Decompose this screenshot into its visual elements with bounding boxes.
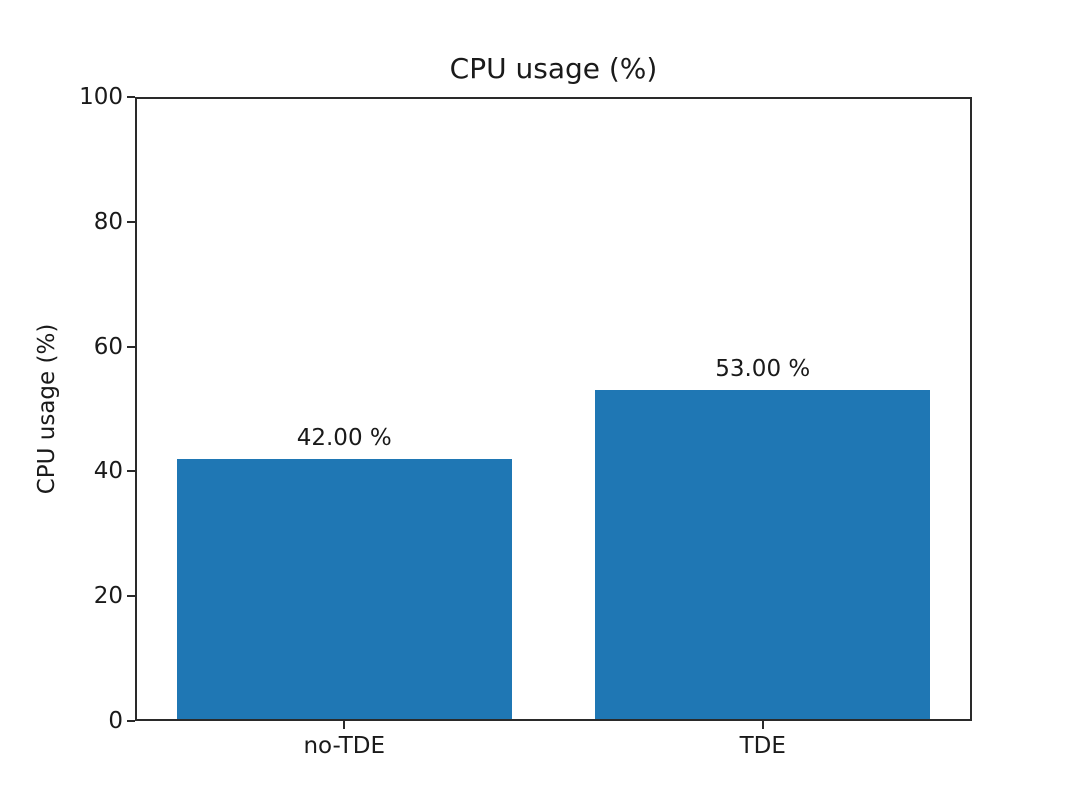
y-tick-label: 100 xyxy=(79,84,123,110)
x-tick-label: TDE xyxy=(739,733,786,759)
y-tick-mark xyxy=(127,345,135,348)
x-tick-mark xyxy=(343,721,346,729)
y-tick-mark xyxy=(127,470,135,473)
x-tick-label: no-TDE xyxy=(303,733,386,759)
y-tick-mark xyxy=(127,595,135,598)
bar-value-label: 42.00 % xyxy=(296,424,392,451)
y-tick-mark xyxy=(127,96,135,98)
y-tick-label: 80 xyxy=(93,208,123,235)
bar-value-label: 53.00 % xyxy=(715,356,811,383)
y-tick-mark xyxy=(127,720,135,722)
y-tick-mark xyxy=(127,220,135,223)
y-tick-label: 40 xyxy=(93,458,123,485)
x-tick-mark xyxy=(761,721,764,729)
y-tick-label: 0 xyxy=(108,708,123,734)
chart-title: CPU usage (%) xyxy=(449,52,658,85)
y-tick-label: 60 xyxy=(93,333,123,360)
y-tick-label: 20 xyxy=(93,583,123,610)
bar xyxy=(595,390,931,721)
bar xyxy=(176,458,512,721)
